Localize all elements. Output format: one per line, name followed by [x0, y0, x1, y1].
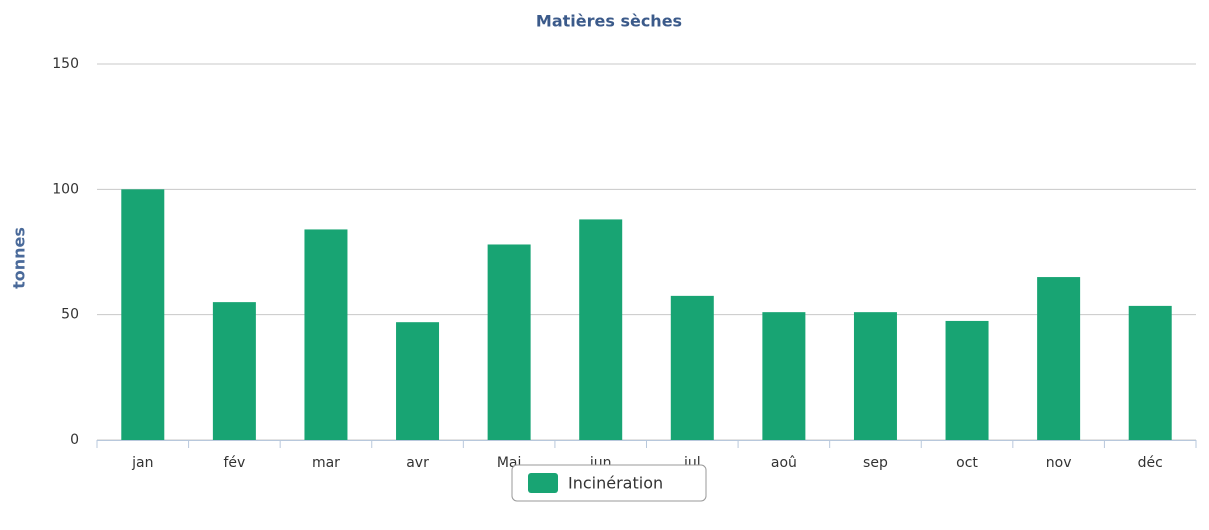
y-tick-label: 100: [52, 181, 79, 197]
bar: [304, 229, 348, 440]
y-tick-label: 0: [70, 432, 79, 448]
bar: [670, 295, 714, 440]
y-tick-label: 50: [61, 307, 79, 323]
bar: [853, 312, 897, 440]
y-axis-label: tonnes: [10, 227, 29, 289]
bar: [762, 312, 806, 440]
x-tick-label: oct: [956, 455, 978, 471]
x-tick-label: déc: [1138, 455, 1163, 471]
legend-box[interactable]: [511, 464, 707, 502]
x-tick-label: aoû: [771, 455, 797, 471]
bar: [945, 320, 989, 440]
bar: [396, 322, 440, 440]
x-tick-label: mar: [312, 455, 340, 471]
bar: [1128, 305, 1172, 440]
legend-swatch: [528, 473, 558, 493]
bar: [121, 189, 165, 440]
y-tick-label: 150: [52, 56, 79, 72]
bar: [212, 302, 256, 440]
chart-title: Matières sèches: [536, 12, 682, 31]
bar: [487, 244, 531, 440]
x-tick-label: fév: [223, 455, 245, 471]
x-tick-label: nov: [1046, 455, 1072, 471]
bar: [1037, 277, 1081, 440]
x-tick-label: sep: [863, 455, 888, 471]
x-tick-label: avr: [406, 455, 429, 471]
bar: [579, 219, 623, 440]
legend-label: Incinération: [568, 474, 663, 493]
x-tick-label: jan: [131, 455, 153, 471]
